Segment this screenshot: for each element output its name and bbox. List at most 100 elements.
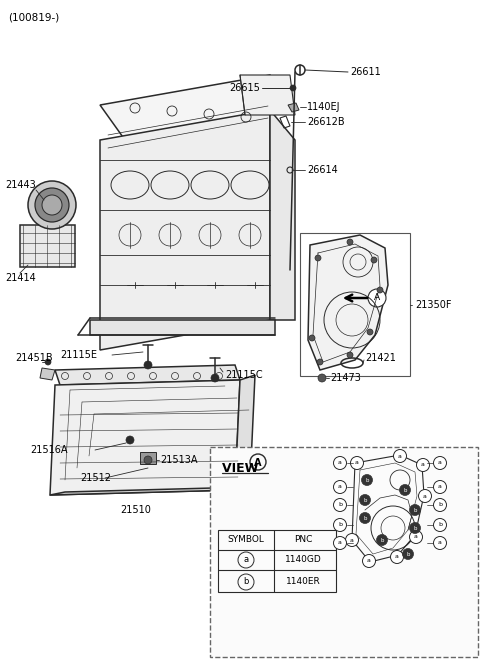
Text: a: a — [421, 463, 425, 467]
Circle shape — [399, 485, 410, 495]
Text: b: b — [413, 508, 417, 512]
Circle shape — [35, 188, 69, 222]
FancyBboxPatch shape — [210, 447, 478, 657]
Circle shape — [433, 536, 446, 549]
Circle shape — [433, 481, 446, 493]
Circle shape — [394, 449, 407, 463]
Text: 21473: 21473 — [330, 373, 361, 383]
FancyBboxPatch shape — [140, 452, 156, 464]
Text: VIEW: VIEW — [222, 462, 263, 475]
Text: b: b — [438, 502, 442, 508]
Polygon shape — [270, 110, 295, 320]
Circle shape — [350, 457, 363, 469]
Text: A: A — [254, 458, 262, 468]
Text: (100819-): (100819-) — [8, 13, 59, 23]
Text: 26612B: 26612B — [307, 117, 345, 127]
Text: a: a — [338, 485, 342, 489]
Circle shape — [361, 475, 372, 485]
Text: 21115E: 21115E — [60, 350, 97, 360]
Polygon shape — [288, 103, 299, 112]
Circle shape — [45, 359, 51, 365]
Text: a: a — [398, 453, 402, 459]
Circle shape — [391, 551, 404, 563]
Circle shape — [309, 335, 315, 341]
Circle shape — [334, 481, 347, 493]
Text: a: a — [438, 461, 442, 465]
Polygon shape — [100, 75, 295, 140]
Circle shape — [433, 457, 446, 469]
Circle shape — [409, 530, 422, 544]
Text: b: b — [363, 516, 367, 520]
Text: 1140EJ: 1140EJ — [307, 102, 340, 112]
Circle shape — [409, 504, 420, 516]
Circle shape — [360, 512, 371, 524]
Circle shape — [403, 549, 413, 559]
Circle shape — [144, 361, 152, 369]
Text: b: b — [413, 526, 417, 530]
Polygon shape — [240, 75, 295, 115]
Text: a: a — [355, 461, 359, 465]
Text: a: a — [423, 493, 427, 498]
Text: a: a — [338, 540, 342, 545]
Circle shape — [347, 239, 353, 245]
Text: 21513A: 21513A — [160, 455, 197, 465]
Circle shape — [433, 518, 446, 532]
Circle shape — [126, 436, 134, 444]
Text: 26615: 26615 — [229, 83, 260, 93]
Text: a: a — [438, 540, 442, 545]
Circle shape — [290, 85, 296, 91]
Circle shape — [377, 287, 383, 293]
Circle shape — [334, 457, 347, 469]
Text: 26611: 26611 — [350, 67, 381, 77]
Circle shape — [360, 495, 371, 506]
Circle shape — [334, 536, 347, 549]
Circle shape — [409, 522, 420, 534]
Polygon shape — [50, 380, 240, 495]
Text: a: a — [338, 461, 342, 465]
Text: 21414: 21414 — [5, 273, 36, 283]
Polygon shape — [90, 320, 275, 335]
Text: a: a — [367, 559, 371, 563]
Text: 21451B: 21451B — [15, 353, 53, 363]
Circle shape — [334, 518, 347, 532]
Text: b: b — [338, 502, 342, 508]
Text: 21443: 21443 — [5, 180, 36, 190]
Text: 21421: 21421 — [365, 353, 396, 363]
Circle shape — [346, 534, 359, 547]
Circle shape — [211, 374, 219, 382]
Text: b: b — [363, 498, 367, 502]
Text: a: a — [395, 555, 399, 559]
Text: b: b — [403, 487, 407, 493]
Circle shape — [362, 555, 375, 567]
Text: b: b — [338, 522, 342, 528]
Circle shape — [42, 195, 62, 215]
Circle shape — [368, 289, 386, 307]
Text: 1140GD: 1140GD — [285, 555, 322, 565]
Text: 21516A: 21516A — [30, 445, 68, 455]
Text: b: b — [406, 551, 410, 557]
Text: b: b — [365, 477, 369, 483]
Circle shape — [347, 352, 353, 358]
Text: a: a — [438, 485, 442, 489]
Text: PNC: PNC — [294, 536, 312, 545]
Text: a: a — [350, 538, 354, 542]
Text: b: b — [243, 577, 249, 587]
Polygon shape — [308, 235, 388, 370]
Polygon shape — [50, 487, 250, 495]
Text: SYMBOL: SYMBOL — [228, 536, 264, 545]
Polygon shape — [40, 368, 55, 380]
Text: 21350F: 21350F — [415, 300, 452, 310]
Circle shape — [417, 459, 430, 471]
Circle shape — [28, 181, 76, 229]
Circle shape — [315, 255, 321, 261]
Text: b: b — [380, 538, 384, 542]
Circle shape — [318, 374, 326, 382]
Text: b: b — [438, 522, 442, 528]
Circle shape — [376, 534, 387, 545]
Text: 21510: 21510 — [120, 505, 151, 515]
Circle shape — [419, 489, 432, 502]
Text: 21115C: 21115C — [225, 370, 263, 380]
Circle shape — [433, 498, 446, 512]
FancyBboxPatch shape — [20, 225, 75, 267]
Circle shape — [367, 329, 373, 335]
